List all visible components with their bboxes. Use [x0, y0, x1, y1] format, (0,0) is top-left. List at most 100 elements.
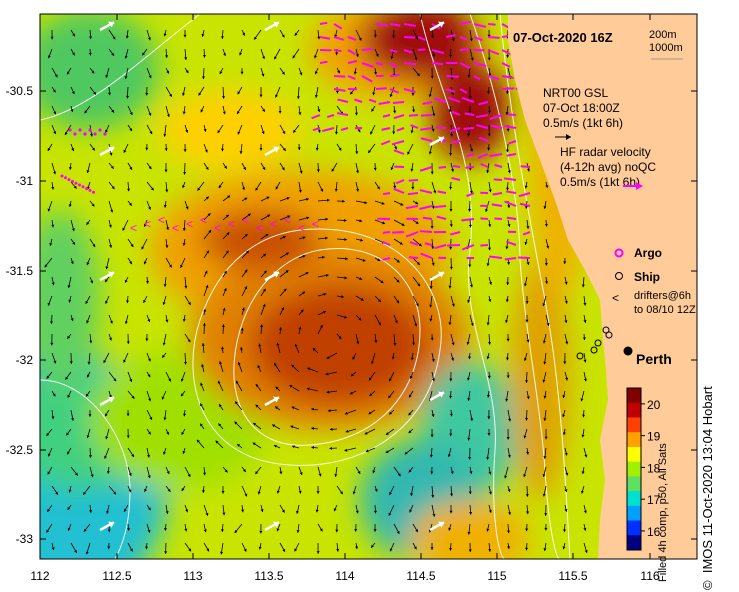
gsl-arrowhead: [296, 96, 300, 99]
gsl-arrowhead: [146, 454, 150, 458]
gsl-arrowhead: [148, 112, 152, 116]
gsl-arrowhead: [581, 471, 585, 475]
gsl-arrowhead: [506, 375, 510, 379]
gsl-arrowhead: [124, 279, 128, 283]
gsl-arrowhead: [163, 204, 167, 208]
gsl-arrowhead: [86, 320, 90, 324]
gsl-arrowhead: [487, 133, 491, 137]
gsl-arrowhead: [50, 321, 54, 324]
gsl-arrowhead: [124, 321, 128, 324]
gsl-arrowhead: [448, 527, 452, 531]
gsl-arrowhead: [165, 245, 169, 248]
gsl-arrowhead: [259, 147, 263, 151]
drifter-mark: <: [256, 221, 263, 235]
gsl-arrowhead: [299, 170, 303, 174]
hf-arrow: [506, 190, 517, 194]
gsl-arrowhead: [357, 129, 361, 133]
gsl-arrowhead: [562, 414, 566, 418]
gsl-arrowhead: [468, 96, 472, 99]
gsl-arrowhead: [286, 196, 290, 200]
gsl-arrowhead: [524, 185, 528, 189]
hf-arrow: [395, 179, 405, 185]
hf-arrow: [434, 244, 447, 250]
credit-text: © IMOS 11-Oct-2020 13:04 Hobart: [700, 386, 715, 590]
hf-arrow: [436, 215, 447, 220]
gsl-arrowhead: [67, 285, 71, 288]
scale-label-1000m: 1000m: [649, 42, 683, 54]
gsl-arrowhead: [356, 188, 360, 192]
gsl-arrowhead: [487, 375, 491, 379]
gsl-arrowhead: [218, 185, 222, 189]
gsl-arrowhead: [506, 128, 510, 132]
gsl-arrowhead: [86, 170, 90, 173]
gsl-arrowhead: [449, 395, 453, 399]
gsl-arrowhead: [203, 308, 207, 312]
gsl-arrowhead: [217, 130, 221, 134]
gsl-arrowhead: [543, 206, 547, 209]
gsl-arrowhead: [354, 112, 358, 116]
gsl-arrowhead: [580, 398, 584, 402]
gsl-arrowhead: [430, 35, 435, 39]
gsl-arrowhead: [206, 548, 210, 552]
gsl-arrowhead: [467, 377, 471, 381]
gsl-arrowhead: [262, 166, 266, 170]
gsl-arrowhead: [276, 342, 280, 346]
gsl-arrowhead: [389, 548, 393, 552]
colorbar: 16 17 18 19 20: [626, 387, 661, 551]
hf-arrow: [434, 205, 447, 209]
gsl-arrowhead: [278, 110, 282, 114]
gsl-arrowhead: [47, 471, 51, 475]
gsl-arrowhead: [368, 377, 372, 381]
gsl-legend-arrow: [555, 134, 571, 140]
gsl-arrowhead: [204, 270, 208, 274]
gsl-arrowhead: [65, 376, 69, 380]
hf-arrow: [392, 231, 405, 234]
gsl-arrowhead: [486, 528, 490, 532]
gsl-arrowhead: [282, 130, 286, 134]
gsl-arrowhead: [430, 547, 434, 550]
gsl-arrowhead: [339, 491, 343, 495]
gsl-arrowhead: [261, 131, 265, 135]
gsl-arrowhead: [207, 213, 211, 217]
hf-arrow: [504, 257, 517, 261]
gsl-arrowhead: [468, 111, 472, 114]
gsl-arrowhead: [239, 52, 243, 56]
gsl-arrowhead: [415, 201, 419, 205]
gsl-arrowhead: [244, 286, 248, 290]
gsl-arrowhead: [223, 270, 227, 274]
gsl-arrowhead: [296, 510, 300, 514]
hf-arrow: [503, 177, 517, 181]
gsl-arrowhead: [205, 285, 209, 289]
gsl-arrowhead: [67, 527, 71, 531]
gsl-arrowhead: [582, 337, 586, 341]
hf-arrow: [438, 166, 447, 169]
gsl-arrowhead: [86, 435, 90, 438]
gsl-arrowhead: [130, 243, 134, 247]
gsl-arrowhead: [262, 303, 266, 307]
gsl-arrowhead: [329, 427, 333, 431]
gsl-arrowhead: [467, 75, 471, 78]
hf-arrow: [473, 36, 483, 42]
drifter-mark: <: [228, 217, 235, 231]
hf-arrow: [522, 231, 531, 236]
gsl-arrowhead: [331, 168, 335, 172]
gsl-arrowhead: [113, 491, 117, 495]
gsl-arrowhead: [147, 319, 151, 322]
gsl-arrowhead: [51, 282, 55, 286]
hf-arrow: [422, 216, 433, 220]
gsl-arrowhead: [323, 292, 327, 296]
gsl-arrowhead: [299, 72, 303, 76]
gsl-arrowhead: [105, 129, 108, 133]
gsl-arrowhead: [126, 188, 131, 192]
gsl-arrowhead: [373, 510, 377, 514]
hf-legend-line1: HF radar velocity: [560, 145, 651, 159]
y-tick-label: -30.5: [6, 84, 34, 98]
gsl-arrowhead: [583, 378, 587, 382]
gsl-arrowhead: [274, 362, 277, 366]
gsl-arrowhead: [358, 317, 362, 321]
gsl-arrowhead: [70, 318, 74, 321]
gsl-arrowhead: [254, 36, 257, 40]
gsl-arrowhead: [414, 323, 418, 327]
colorbar-tick-label: 18: [647, 461, 661, 475]
gsl-arrowhead: [180, 264, 183, 268]
